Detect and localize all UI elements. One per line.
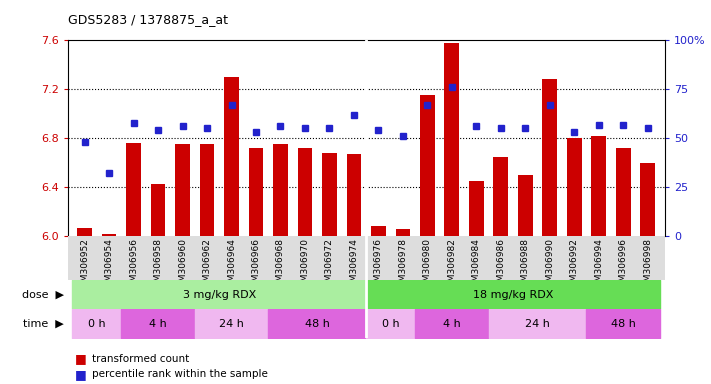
Text: 0 h: 0 h: [382, 318, 400, 329]
Text: 48 h: 48 h: [305, 318, 330, 329]
Text: time  ▶: time ▶: [23, 318, 64, 329]
Text: 4 h: 4 h: [443, 318, 461, 329]
Bar: [102, 234, 117, 236]
Bar: [298, 148, 312, 236]
Text: ■: ■: [75, 353, 87, 366]
Text: GSM306968: GSM306968: [276, 238, 285, 293]
Bar: [371, 227, 386, 236]
Bar: [322, 153, 337, 236]
Text: 4 h: 4 h: [149, 318, 167, 329]
Bar: [346, 154, 361, 236]
Text: GSM306992: GSM306992: [570, 238, 579, 293]
Bar: [542, 79, 557, 236]
Bar: [592, 136, 606, 236]
Text: GSM306982: GSM306982: [447, 238, 456, 293]
Text: GSM306966: GSM306966: [252, 238, 260, 293]
Text: percentile rank within the sample: percentile rank within the sample: [92, 369, 268, 379]
Text: 0 h: 0 h: [88, 318, 106, 329]
Bar: [493, 157, 508, 236]
Bar: [469, 181, 483, 236]
Bar: [200, 144, 215, 236]
Text: GSM306978: GSM306978: [398, 238, 407, 293]
Text: GSM306956: GSM306956: [129, 238, 138, 293]
Bar: [616, 148, 631, 236]
Bar: [77, 228, 92, 236]
Bar: [641, 163, 655, 236]
Bar: [444, 43, 459, 236]
Text: 24 h: 24 h: [219, 318, 244, 329]
Text: transformed count: transformed count: [92, 354, 190, 364]
Bar: [567, 138, 582, 236]
Bar: [420, 95, 434, 236]
Text: GSM306988: GSM306988: [520, 238, 530, 293]
Text: GSM306996: GSM306996: [619, 238, 628, 293]
Text: GSM306994: GSM306994: [594, 238, 603, 293]
Text: GSM306960: GSM306960: [178, 238, 187, 293]
Bar: [273, 144, 288, 236]
Text: 18 mg/kg RDX: 18 mg/kg RDX: [473, 290, 553, 300]
Text: GSM306970: GSM306970: [301, 238, 309, 293]
Text: GSM306986: GSM306986: [496, 238, 506, 293]
Text: 48 h: 48 h: [611, 318, 636, 329]
Bar: [395, 229, 410, 236]
Text: GSM306958: GSM306958: [154, 238, 163, 293]
Bar: [224, 77, 239, 236]
Bar: [151, 184, 166, 236]
Text: ■: ■: [75, 368, 87, 381]
Text: GSM306952: GSM306952: [80, 238, 89, 293]
Bar: [175, 144, 190, 236]
Text: GSM306964: GSM306964: [227, 238, 236, 293]
Bar: [518, 175, 533, 236]
Text: GSM306990: GSM306990: [545, 238, 555, 293]
Text: 3 mg/kg RDX: 3 mg/kg RDX: [183, 290, 256, 300]
Text: 24 h: 24 h: [525, 318, 550, 329]
Text: GSM306984: GSM306984: [472, 238, 481, 293]
Text: GSM306972: GSM306972: [325, 238, 334, 293]
Text: GSM306954: GSM306954: [105, 238, 114, 293]
Text: GSM306998: GSM306998: [643, 238, 652, 293]
Bar: [249, 148, 263, 236]
Text: dose  ▶: dose ▶: [22, 290, 64, 300]
Text: GSM306976: GSM306976: [374, 238, 383, 293]
Text: GSM306962: GSM306962: [203, 238, 212, 293]
Text: GSM306974: GSM306974: [349, 238, 358, 293]
Text: GSM306980: GSM306980: [423, 238, 432, 293]
Bar: [127, 143, 141, 236]
Text: GDS5283 / 1378875_a_at: GDS5283 / 1378875_a_at: [68, 13, 228, 26]
